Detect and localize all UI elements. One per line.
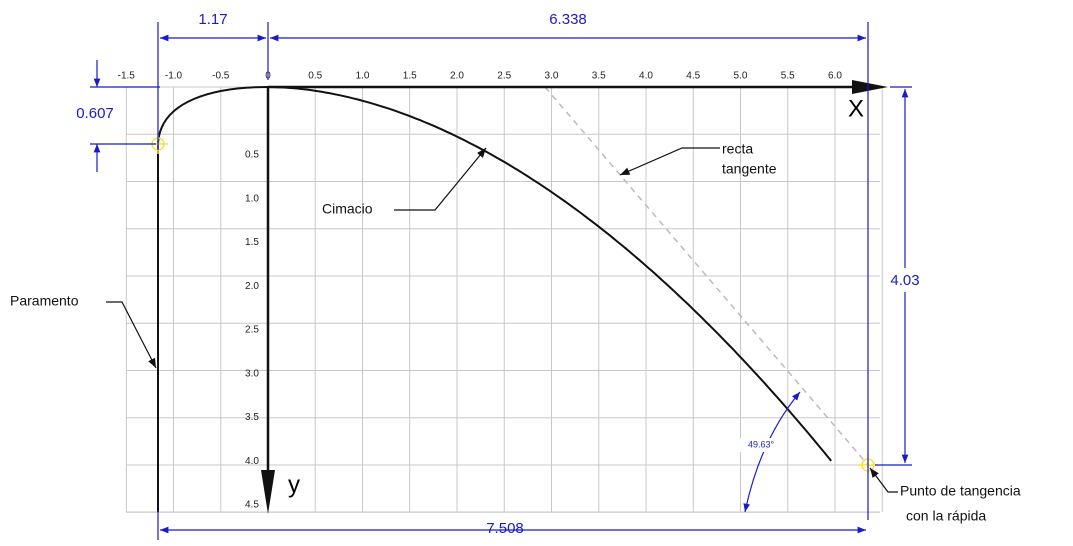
y-tick-label: 4.0 [245,456,259,467]
x-tick-label: -0.5 [212,71,230,82]
dim-label: 0.607 [76,105,114,122]
x-tick-label: 2.5 [497,71,511,82]
x-tick-label: 1.5 [403,71,417,82]
annotation: recta [722,141,753,157]
y-tick-label: 2.0 [245,281,259,292]
y-arrow [261,470,275,514]
x-axis-name: x [848,95,864,122]
markers [148,134,878,475]
y-tick-label: 1.0 [245,193,259,204]
crest-curve [157,86,832,462]
annotation: Cimacio [322,201,373,217]
y-tick-label: 3.5 [245,412,259,423]
leader [619,147,720,176]
y-tick-label: 4.5 [245,500,259,511]
x-arrow [852,80,888,94]
x-tick-label: 1.0 [356,71,370,82]
y-tick-label: 3.0 [245,368,259,379]
y-axis-name: y [288,471,300,498]
leader [869,467,898,493]
x-tick-label: 2.0 [450,71,464,82]
dim-bg [885,268,925,292]
x-tick-label: 0.5 [308,71,322,82]
tick-labels: -1.5 -1.0 -0.5 0 0.5 1.0 1.5 2.0 2.5 3.0 3.5 4.0 4.5… [118,71,843,511]
x-tick-label: -1.0 [165,71,183,82]
x-tick-label: 4.5 [686,71,700,82]
x-tick-label: 3.0 [545,71,559,82]
dim-label: 7.508 [486,520,524,537]
x-tick-label: -1.5 [118,71,136,82]
x-tick-label: 5.0 [734,71,748,82]
x-tick-label: 4.0 [639,71,653,82]
x-tick-label: 5.5 [781,71,795,82]
dim-label: 1.17 [198,11,227,28]
dim-label: 4.03 [890,272,919,289]
annotation: Paramento [10,293,79,309]
x-tick-label: 6.0 [828,71,842,82]
y-tick-label: 2.5 [245,325,259,336]
y-tick-label: 1.5 [245,237,259,248]
leader [394,147,487,211]
annotation: Punto de tangencia [900,483,1021,499]
x-tick-label: 3.5 [592,71,606,82]
angle-label: 49.63° [748,439,775,449]
annotation: tangente [722,161,777,177]
tangent-line [544,86,869,466]
annotation: con la rápida [906,508,986,524]
leader [106,301,157,369]
dim-bg [738,438,784,452]
y-tick-label: 0.5 [245,150,259,161]
dim-label: 6.338 [549,11,587,28]
